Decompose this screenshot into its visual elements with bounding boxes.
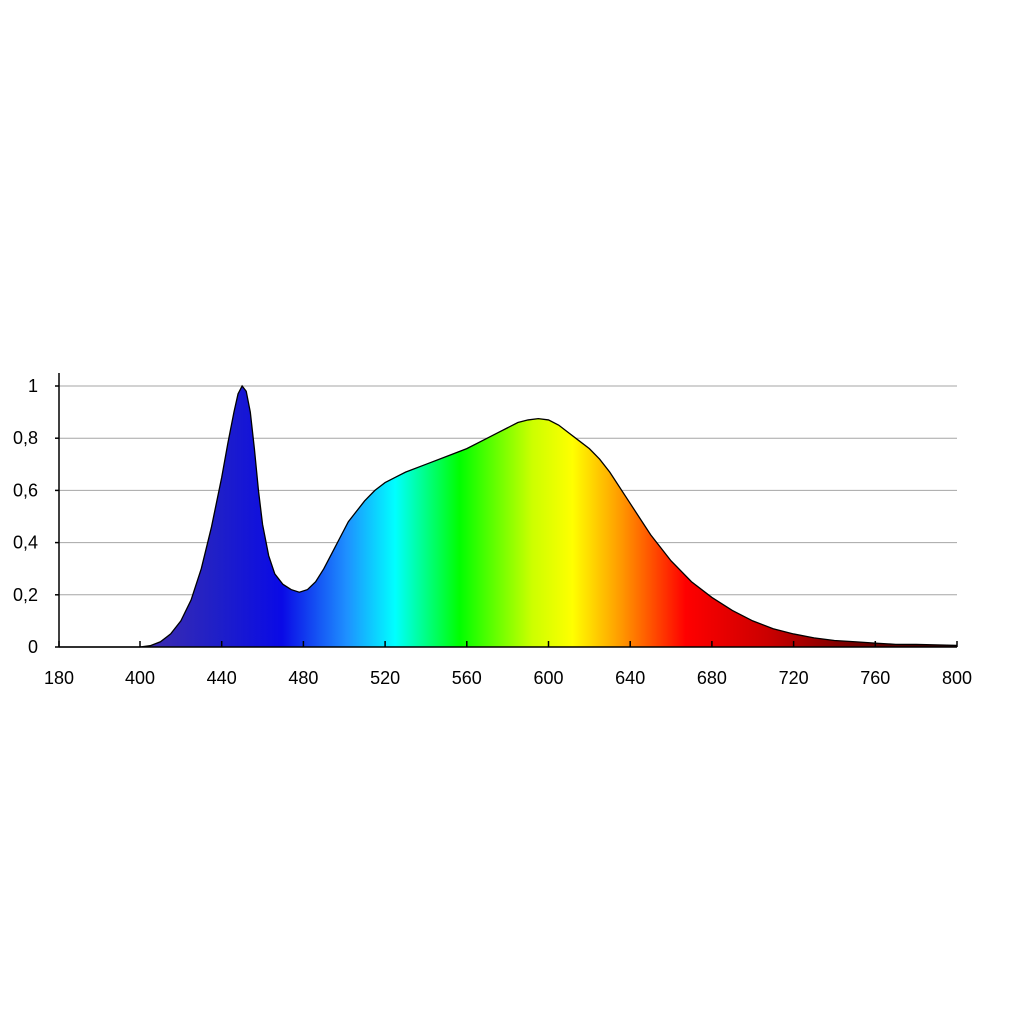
y-tick-label: 0 — [28, 637, 38, 657]
x-tick-label: 800 — [942, 668, 972, 688]
x-tick-label: 720 — [779, 668, 809, 688]
spectrum-area — [59, 386, 957, 647]
y-tick-label: 0,2 — [13, 585, 38, 605]
y-tick-label: 0,6 — [13, 480, 38, 500]
area-layer — [59, 384, 958, 648]
x-tick-label: 440 — [207, 668, 237, 688]
x-tick-label: 180 — [44, 668, 74, 688]
x-tick-label: 560 — [452, 668, 482, 688]
y-tick-label: 0,8 — [13, 428, 38, 448]
spectrum-line — [59, 384, 958, 648]
x-tick-label: 480 — [288, 668, 318, 688]
y-tick-label: 1 — [28, 376, 38, 396]
x-tick-label: 600 — [533, 668, 563, 688]
axis-layer — [55, 373, 958, 648]
x-tick-label: 400 — [125, 668, 155, 688]
x-tick-label: 640 — [615, 668, 645, 688]
x-tick-label: 760 — [860, 668, 890, 688]
x-tick-label: 520 — [370, 668, 400, 688]
y-tick-label: 0,4 — [13, 533, 38, 553]
label-layer: 0 0,2 0,4 0,6 0,8 1 180 400 440 480 520 560 600 640 68… — [13, 376, 972, 688]
x-tick-label: 680 — [697, 668, 727, 688]
